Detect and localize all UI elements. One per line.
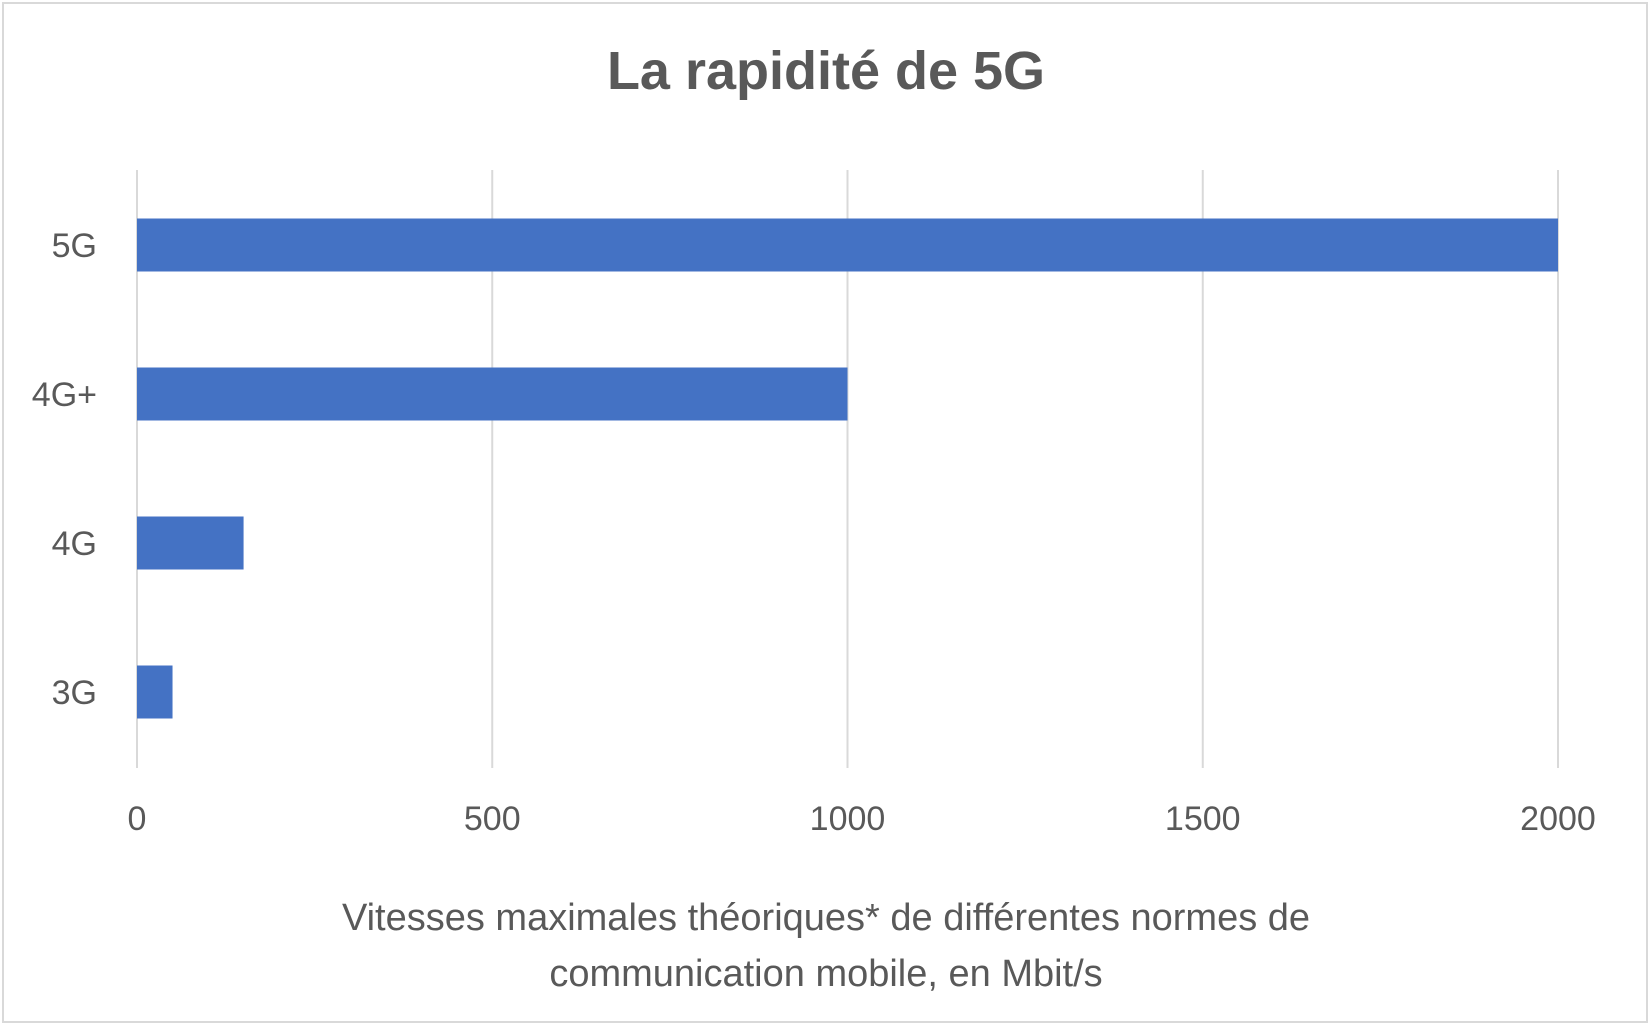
- chart-title: La rapidité de 5G: [606, 41, 1046, 101]
- x-tick-label: 2000: [1520, 800, 1596, 838]
- bars: [137, 218, 1558, 719]
- bar-5g: [137, 218, 1558, 272]
- y-tick-label: 4G: [52, 525, 97, 563]
- x-tick-label: 1000: [810, 800, 886, 838]
- x-tick-labels: 0 500 1000 1500 2000: [128, 800, 1596, 838]
- bar-4g: [137, 367, 848, 421]
- bar-3g: [137, 665, 173, 719]
- x-tick-label: 500: [464, 800, 521, 838]
- y-tick-label: 4G+: [32, 376, 97, 414]
- x-tick-label: 0: [128, 800, 147, 838]
- x-tick-label: 1500: [1165, 800, 1241, 838]
- y-tick-label: 3G: [52, 674, 97, 712]
- y-tick-labels: 5G 4G+ 4G 3G: [32, 227, 97, 712]
- bar-4g: [137, 516, 244, 570]
- x-axis-label: Vitesses maximales théoriques* de différ…: [341, 897, 1311, 995]
- y-tick-label: 5G: [52, 227, 97, 265]
